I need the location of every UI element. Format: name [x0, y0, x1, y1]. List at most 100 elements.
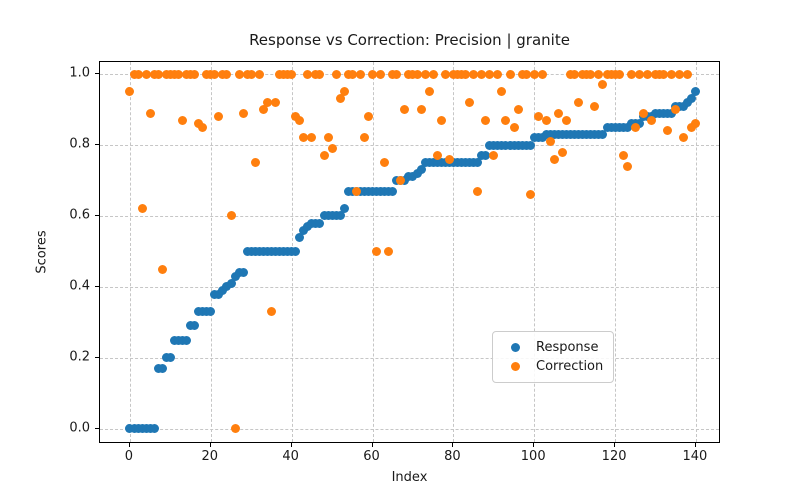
legend-label: Correction [536, 359, 604, 374]
response-point [622, 122, 632, 132]
x-tick-label: 20 [201, 449, 219, 464]
y-tick-mark [95, 285, 99, 287]
response-point [525, 140, 535, 150]
y-tick-label: 0.4 [69, 278, 90, 294]
x-tick-mark [614, 443, 616, 447]
correction-point [687, 122, 697, 132]
correction-point [509, 122, 519, 132]
correction-point [315, 69, 325, 79]
y-tick-label: 0.6 [69, 207, 90, 223]
x-tick-mark [533, 443, 535, 447]
correction-point [444, 154, 454, 164]
correction-point [372, 246, 381, 256]
response-point [335, 211, 345, 221]
correction-point [157, 264, 167, 274]
correction-point [521, 69, 531, 79]
correction-point [368, 69, 377, 79]
y-tick-label: 0.2 [69, 349, 90, 365]
legend-entry-correction: Correction [503, 357, 603, 376]
response-point [165, 353, 175, 363]
correction-point [671, 105, 681, 114]
response-point [226, 278, 236, 288]
correction-point [424, 87, 434, 97]
correction-point [663, 126, 673, 136]
correction-point [339, 87, 349, 97]
correction-point [634, 69, 644, 79]
correction-point [485, 69, 495, 79]
correction-point [137, 204, 147, 214]
correction-point [647, 115, 656, 125]
correction-point [262, 97, 272, 107]
response-point [687, 94, 697, 104]
correction-point [642, 69, 652, 79]
correction-point [638, 108, 648, 118]
correction-point [497, 87, 507, 97]
correction-point [153, 69, 163, 79]
x-tick-label: 40 [282, 449, 299, 464]
correction-point [226, 211, 236, 221]
response-point [683, 97, 693, 107]
legend-entry-response: Response [503, 338, 603, 357]
correction-point [537, 69, 547, 79]
correction-point [141, 69, 151, 79]
response-point [667, 108, 677, 118]
y-gridline [100, 357, 719, 359]
y-tick-label: 0.8 [69, 136, 90, 152]
correction-point [529, 69, 539, 79]
plot-area [99, 61, 720, 443]
correction-point [335, 94, 345, 104]
y-tick-label: 1.0 [69, 65, 90, 81]
correction-point [630, 122, 640, 132]
response-point [295, 232, 305, 242]
correction-point [238, 108, 248, 118]
y-tick-mark [95, 144, 99, 145]
correction-point [586, 69, 596, 79]
correction-point [436, 115, 446, 125]
correction-point [614, 69, 624, 79]
legend: Response Correction [492, 331, 614, 383]
correction-point [558, 147, 567, 157]
correction-point [364, 112, 373, 122]
x-tick-mark [371, 443, 373, 447]
response-point [598, 129, 608, 139]
correction-point [210, 69, 220, 79]
response-point [238, 268, 248, 278]
correction-point [598, 80, 608, 90]
y-gridline [100, 428, 719, 430]
response-point [339, 204, 349, 214]
correction-point [359, 133, 369, 143]
correction-point [626, 69, 636, 79]
correction-point [173, 69, 183, 79]
correction-point [420, 69, 430, 79]
correction-point [554, 108, 563, 118]
correction-point [254, 69, 264, 79]
correction-point [392, 69, 402, 79]
x-tick-label: 100 [520, 449, 546, 464]
x-axis-label: Index [391, 470, 428, 485]
correction-point [234, 69, 244, 79]
correction-point [533, 112, 543, 122]
correction-point [469, 69, 479, 79]
correction-point [125, 87, 135, 97]
x-gridline [210, 62, 212, 442]
correction-point [675, 69, 685, 79]
correction-point [380, 158, 390, 168]
correction-point [473, 186, 483, 196]
x-tick-mark [452, 443, 454, 447]
correction-point [679, 133, 689, 143]
correction-point [384, 246, 394, 256]
y-tick-mark [95, 73, 99, 75]
x-gridline [534, 62, 536, 442]
correction-point [432, 151, 442, 161]
y-tick-mark [95, 214, 99, 216]
y-tick-mark [95, 356, 99, 358]
response-point [537, 133, 547, 143]
x-tick-label: 120 [601, 449, 627, 464]
y-tick-label: 0.0 [69, 420, 90, 436]
correction-point [477, 69, 487, 79]
correction-point [545, 137, 555, 146]
response-point [222, 282, 232, 292]
correction-point [319, 151, 329, 161]
correction-point [133, 69, 143, 79]
x-tick-mark [290, 443, 292, 447]
